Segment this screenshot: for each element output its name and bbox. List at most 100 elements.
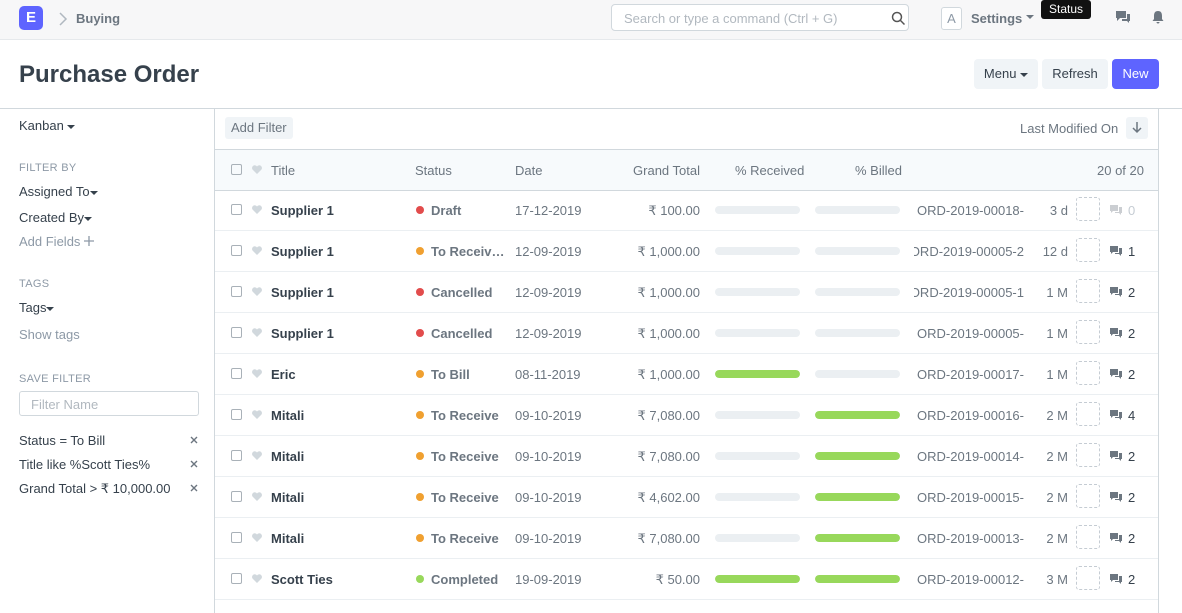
assignee-placeholder[interactable] <box>1076 320 1100 344</box>
menu-button[interactable]: Menu <box>974 59 1038 89</box>
status: To Receiv… <box>431 244 505 259</box>
heart-icon <box>252 574 262 583</box>
sort-selector[interactable]: Last Modified On <box>1020 121 1119 136</box>
show-tags[interactable]: Show tags <box>19 327 80 342</box>
column-header[interactable]: Date <box>515 163 543 178</box>
title[interactable]: Mitali <box>271 408 305 423</box>
comment-count: 2 <box>1128 531 1136 546</box>
progress-bar <box>715 247 800 255</box>
document-name: -ORD-2019-00005 <box>917 326 1024 341</box>
caret <box>84 217 93 221</box>
arrow-icon <box>1132 122 1142 134</box>
column-header[interactable]: Title <box>271 163 296 178</box>
logo[interactable]: E <box>19 6 43 30</box>
search-input[interactable] <box>622 10 886 27</box>
list-row[interactable]: Supplier 1 Cancelled 12-09-2019 ₹ 1,000.00 O… <box>215 272 1158 313</box>
checkbox[interactable] <box>231 450 242 461</box>
chat-icon[interactable] <box>1115 10 1131 24</box>
progress-fill <box>815 534 900 542</box>
column-header[interactable]: % Billed <box>855 163 902 178</box>
assignee-placeholder[interactable] <box>1076 484 1100 508</box>
search-box[interactable] <box>611 4 909 31</box>
filter-name-input[interactable] <box>29 396 183 413</box>
column-header[interactable]: Grand Total <box>633 163 700 178</box>
title[interactable]: Mitali <box>271 531 305 546</box>
column-header[interactable]: % Received <box>735 163 805 178</box>
status: To Receive <box>431 531 499 546</box>
list-row[interactable]: Mitali To Receive 09-10-2019 ₹ 7,080.00 -ORD… <box>215 395 1158 436</box>
progress-fill <box>815 452 900 460</box>
assignee-placeholder[interactable] <box>1076 197 1100 221</box>
saved-filter[interactable]: Status = To Bill <box>19 433 106 448</box>
caret <box>89 191 98 195</box>
progress-bar <box>815 493 900 501</box>
checkbox[interactable] <box>231 409 242 420</box>
assignee-placeholder[interactable] <box>1076 238 1100 262</box>
remove-icon <box>190 460 198 468</box>
title[interactable]: Scott Ties <box>271 572 333 587</box>
settings-menu[interactable]: Settings <box>971 11 1023 26</box>
checkbox[interactable] <box>231 573 242 584</box>
filter-name-box[interactable] <box>19 391 199 416</box>
comment-icon <box>1110 246 1122 256</box>
bell-icon[interactable] <box>1152 10 1164 24</box>
checkbox[interactable] <box>231 327 242 338</box>
search-icon <box>891 11 905 25</box>
list-row[interactable]: Supplier 1 To Receiv… 12-09-2019 ₹ 1,000.00… <box>215 231 1158 272</box>
assignee-placeholder[interactable] <box>1076 443 1100 467</box>
list-row[interactable]: Mitali To Receive 09-10-2019 ₹ 7,080.00 -ORD… <box>215 518 1158 559</box>
list-row[interactable]: Supplier 1 Draft 17-12-2019 ₹ 100.00 -ORD-20… <box>215 190 1158 231</box>
grand-total: ₹ 4,602.00 <box>637 490 701 505</box>
checkbox[interactable] <box>231 164 242 175</box>
list-row[interactable]: Scott Ties Completed 19-09-2019 ₹ 50.00 -ORD… <box>215 559 1158 600</box>
title[interactable]: Supplier 1 <box>271 244 334 259</box>
filter-item[interactable]: Assigned To <box>19 184 98 199</box>
date: 12-09-2019 <box>515 285 582 300</box>
title[interactable]: Supplier 1 <box>271 203 334 218</box>
column-header[interactable]: Status <box>415 163 452 178</box>
modified: 2 M <box>1046 408 1068 423</box>
list-row[interactable]: Mitali To Receive 09-10-2019 ₹ 7,080.00 -ORD… <box>215 436 1158 477</box>
checkbox[interactable] <box>231 204 242 215</box>
assignee-placeholder[interactable] <box>1076 361 1100 385</box>
assignee-placeholder[interactable] <box>1076 525 1100 549</box>
tags-dropdown[interactable]: Tags <box>19 300 55 315</box>
checkbox[interactable] <box>231 491 242 502</box>
comment-count: 2 <box>1128 326 1136 341</box>
modified: 1 M <box>1046 285 1068 300</box>
saved-filter[interactable]: Title like %Scott Ties% <box>19 457 151 472</box>
filter-item[interactable]: Created By <box>19 210 93 225</box>
list-row[interactable]: Eric To Bill 08-11-2019 ₹ 1,000.00 -ORD-2019… <box>215 354 1158 395</box>
assignee-placeholder[interactable] <box>1076 402 1100 426</box>
list-row[interactable]: Mitali To Receive 09-10-2019 ₹ 4,602.00 -ORD… <box>215 477 1158 518</box>
sort-order-button[interactable] <box>1126 117 1148 139</box>
checkbox[interactable] <box>231 286 242 297</box>
status: To Bill <box>431 367 470 382</box>
avatar[interactable]: A <box>941 7 962 30</box>
saved-filter[interactable]: Grand Total > ₹ 10,000.00 <box>19 481 171 496</box>
checkbox[interactable] <box>231 368 242 379</box>
document-name: ORD-2019-00005-2 <box>914 244 1024 259</box>
refresh-button[interactable]: Refresh <box>1042 59 1108 89</box>
modified: 2 M <box>1046 531 1068 546</box>
new-button[interactable]: New <box>1112 59 1159 89</box>
title[interactable]: Mitali <box>271 449 305 464</box>
comment-count: 2 <box>1128 367 1136 382</box>
list-view: Add Filter Last Modified On Title Status D… <box>214 108 1159 613</box>
checkbox[interactable] <box>231 532 242 543</box>
title[interactable]: Supplier 1 <box>271 285 334 300</box>
checkbox[interactable] <box>231 245 242 256</box>
title[interactable]: Mitali <box>271 490 305 505</box>
view-switcher[interactable]: Kanban <box>19 118 76 133</box>
add-fields[interactable]: Add Fields <box>19 234 95 249</box>
list-row[interactable]: Supplier 1 Cancelled 12-09-2019 ₹ 1,000.00 -… <box>215 313 1158 354</box>
assignee-placeholder[interactable] <box>1076 279 1100 303</box>
assignee-placeholder[interactable] <box>1076 566 1100 590</box>
title[interactable]: Supplier 1 <box>271 326 334 341</box>
title[interactable]: Eric <box>271 367 296 382</box>
add-filter-button[interactable]: Add Filter <box>225 117 293 139</box>
comment-count: 2 <box>1128 449 1136 464</box>
document-name: -ORD-2019-00012 <box>917 572 1024 587</box>
document-name: -ORD-2019-00018 <box>917 203 1024 218</box>
breadcrumb[interactable]: Buying <box>76 11 121 26</box>
